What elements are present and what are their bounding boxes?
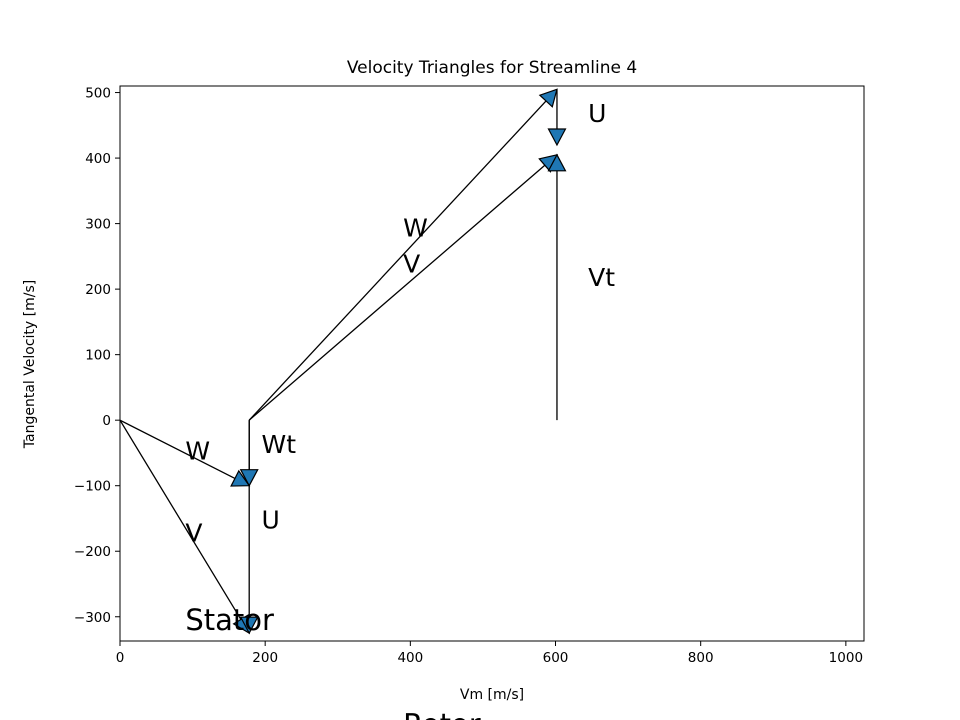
y-tick-label: −200 bbox=[74, 544, 111, 560]
x-tick-label: 600 bbox=[543, 650, 569, 666]
annotation-label: Rotor bbox=[403, 708, 481, 720]
vector-line bbox=[119, 419, 236, 480]
y-axis-label: Tangental Velocity [m/s] bbox=[22, 280, 38, 449]
vector-arrow-u bbox=[547, 89, 567, 147]
annotation-label: V bbox=[403, 250, 420, 279]
vector-arrow-w bbox=[119, 419, 251, 487]
x-tick-label: 1000 bbox=[829, 650, 863, 666]
y-tick-label: −100 bbox=[74, 479, 111, 495]
y-tick-label: 200 bbox=[85, 282, 111, 298]
annotation-label: W bbox=[185, 436, 210, 465]
x-axis: 0 200 400 600 800 1000 bbox=[116, 641, 863, 666]
x-axis-label: Vm [m/s] bbox=[460, 687, 524, 703]
x-tick-label: 200 bbox=[252, 650, 278, 666]
vector-arrowhead bbox=[239, 616, 259, 635]
vector-arrowhead bbox=[547, 153, 567, 172]
x-tick-label: 0 bbox=[116, 650, 125, 666]
vector-arrowhead bbox=[230, 469, 251, 487]
plot-content bbox=[119, 88, 567, 635]
annotation-label: Stator bbox=[185, 603, 274, 637]
vector-line bbox=[248, 100, 547, 421]
vector-arrow-wt bbox=[239, 420, 259, 487]
vector-line bbox=[119, 419, 242, 620]
annotation-label: Vt bbox=[588, 263, 615, 292]
vector-arrowhead bbox=[547, 128, 567, 147]
y-tick-label: 400 bbox=[85, 151, 111, 167]
plot-area-frame bbox=[119, 85, 865, 642]
annotation-label: U bbox=[588, 99, 606, 128]
chart-title: Velocity Triangles for Streamline 4 bbox=[347, 58, 637, 78]
vector-arrowhead bbox=[239, 469, 259, 487]
y-tick-label: −300 bbox=[74, 610, 111, 626]
vector-arrow-v bbox=[248, 153, 558, 421]
annotation-label: Wt bbox=[262, 430, 297, 459]
y-tick-label: 0 bbox=[102, 413, 111, 429]
x-tick-label: 800 bbox=[688, 650, 714, 666]
y-axis: −300 −200 −100 0 100 200 300 400 500 bbox=[74, 86, 120, 626]
vector-arrow-vt bbox=[547, 153, 567, 421]
y-tick-label: 500 bbox=[85, 86, 111, 102]
annotation-label: U bbox=[262, 505, 280, 534]
annotation-label: V bbox=[185, 518, 202, 547]
y-tick-label: 100 bbox=[85, 348, 111, 364]
vector-arrowhead bbox=[538, 88, 558, 108]
annotations: WVWtUStatorWVUVtRotor bbox=[185, 99, 615, 720]
vector-line bbox=[248, 164, 546, 421]
y-tick-label: 300 bbox=[85, 217, 111, 233]
x-tick-label: 400 bbox=[397, 650, 423, 666]
annotation-label: W bbox=[403, 214, 428, 243]
vector-arrow-w bbox=[248, 88, 558, 421]
